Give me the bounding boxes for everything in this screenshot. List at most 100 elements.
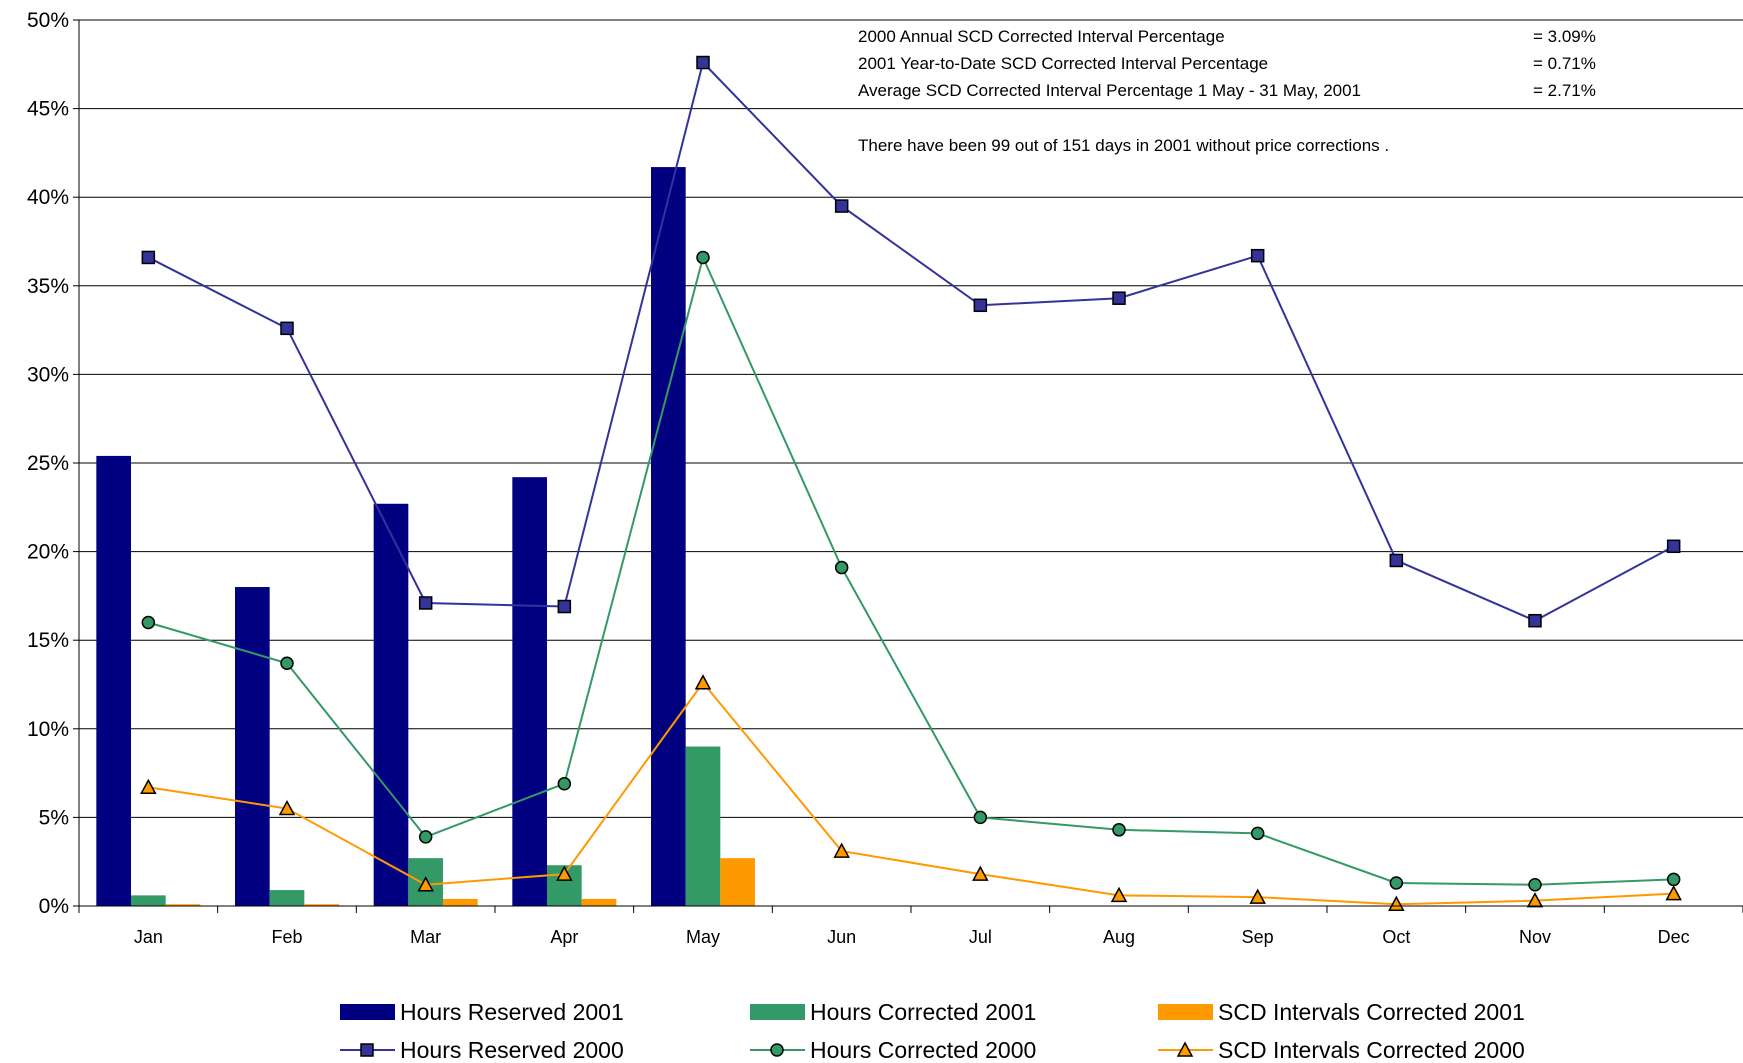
x-tick-label: Jul — [969, 927, 992, 947]
x-tick-label: Dec — [1658, 927, 1690, 947]
legend-label: Hours Corrected 2001 — [810, 999, 1036, 1025]
bar — [304, 904, 339, 906]
bar — [165, 904, 201, 906]
y-tick-label: 45% — [27, 98, 69, 121]
y-tick-label: 30% — [27, 363, 69, 386]
data-point — [973, 810, 988, 825]
annotation-label-2: 2001 Year-to-Date SCD Corrected Interval… — [858, 54, 1268, 73]
y-axis: 0% 5% 10% 15% 20% 25% 30% 35% 40% 45% 50% — [27, 9, 80, 918]
x-tick-label: Jan — [134, 927, 163, 947]
data-point — [280, 321, 294, 336]
line-series-group — [140, 55, 1682, 911]
y-tick-label: 0% — [39, 895, 69, 918]
annotation-box: 2000 Annual SCD Corrected Interval Perce… — [858, 27, 1596, 155]
annotation-label-1: 2000 Annual SCD Corrected Interval Perce… — [858, 27, 1225, 46]
annotation-label-3: Average SCD Corrected Interval Percentag… — [858, 81, 1361, 100]
data-point — [1528, 877, 1542, 892]
legend-label: Hours Reserved 2000 — [400, 1037, 624, 1063]
annotation-value-3: = 2.71% — [1533, 81, 1596, 100]
bar-series-group — [96, 167, 755, 907]
gridlines — [79, 19, 1743, 818]
data-point — [1666, 539, 1681, 554]
x-tick-label: May — [686, 927, 720, 947]
data-point — [557, 599, 572, 614]
data-point — [1112, 823, 1126, 837]
legend-swatch — [340, 1004, 395, 1020]
data-point — [418, 596, 433, 610]
x-tick-label: Jun — [827, 927, 856, 947]
bar — [131, 895, 166, 906]
x-tick-label: Oct — [1382, 927, 1410, 947]
y-tick-label: 15% — [27, 629, 69, 652]
data-point — [1250, 826, 1265, 841]
data-point — [141, 250, 156, 265]
data-point — [833, 842, 850, 858]
y-tick-label: 50% — [27, 9, 69, 32]
data-point — [696, 55, 710, 70]
data-point — [1250, 248, 1265, 263]
x-tick-label: Nov — [1519, 927, 1551, 947]
bar — [720, 858, 755, 906]
data-point — [1389, 553, 1404, 568]
data-point — [1110, 886, 1128, 903]
bar — [581, 898, 617, 906]
x-tick-label: Aug — [1103, 927, 1135, 947]
data-point — [557, 776, 572, 791]
legend-label: SCD Intervals Corrected 2001 — [1218, 999, 1525, 1025]
data-point — [278, 799, 296, 816]
y-tick-label: 5% — [39, 806, 69, 829]
y-tick-label: 20% — [27, 541, 69, 564]
data-point — [1112, 291, 1126, 305]
x-tick-label: Mar — [410, 927, 441, 947]
data-point — [770, 1043, 784, 1057]
y-tick-label: 10% — [27, 718, 69, 741]
data-point — [1528, 613, 1542, 628]
bar — [235, 587, 270, 906]
data-point — [1666, 872, 1681, 887]
bar — [512, 477, 547, 906]
legend-label: SCD Intervals Corrected 2000 — [1218, 1037, 1525, 1063]
x-tick-label: Sep — [1242, 927, 1274, 947]
bar — [96, 455, 131, 906]
bar — [373, 503, 409, 906]
x-tick-label: Feb — [271, 927, 302, 947]
bar — [443, 898, 478, 906]
bar — [269, 890, 305, 906]
x-tick-label: Apr — [550, 927, 578, 947]
data-point — [417, 876, 434, 892]
data-point — [696, 250, 710, 265]
legend: Hours Reserved 2001 Hours Corrected 2001 S… — [340, 999, 1525, 1063]
bar — [685, 746, 721, 906]
legend-label: Hours Corrected 2000 — [810, 1037, 1036, 1063]
data-point — [972, 865, 989, 881]
y-tick-label: 25% — [27, 452, 69, 475]
data-point — [834, 560, 849, 575]
legend-swatch — [1158, 1004, 1213, 1020]
legend-label: Hours Reserved 2001 — [400, 999, 624, 1025]
data-point — [556, 865, 573, 881]
series-line — [148, 254, 1674, 886]
annotation-value-2: = 0.71% — [1533, 54, 1596, 73]
data-point — [1388, 895, 1405, 911]
data-point — [360, 1043, 374, 1057]
data-point — [834, 199, 849, 213]
x-axis: Jan Feb Mar Apr May Jun Jul Aug Sep Oct Nov Dec — [78, 905, 1743, 947]
annotation-value-1: = 3.09% — [1533, 27, 1596, 46]
series-line — [148, 681, 1674, 906]
data-point — [141, 615, 156, 630]
data-point — [1176, 1041, 1194, 1057]
data-point — [694, 674, 712, 690]
data-point — [1249, 888, 1266, 904]
series-line — [147, 60, 1675, 622]
data-point — [1526, 892, 1544, 908]
data-point — [1389, 876, 1404, 890]
data-point — [1665, 885, 1682, 901]
y-tick-label: 40% — [27, 186, 69, 209]
bar — [651, 167, 686, 907]
data-point — [280, 656, 294, 670]
y-tick-label: 35% — [27, 275, 69, 298]
data-point — [418, 830, 433, 844]
data-point — [973, 298, 988, 313]
